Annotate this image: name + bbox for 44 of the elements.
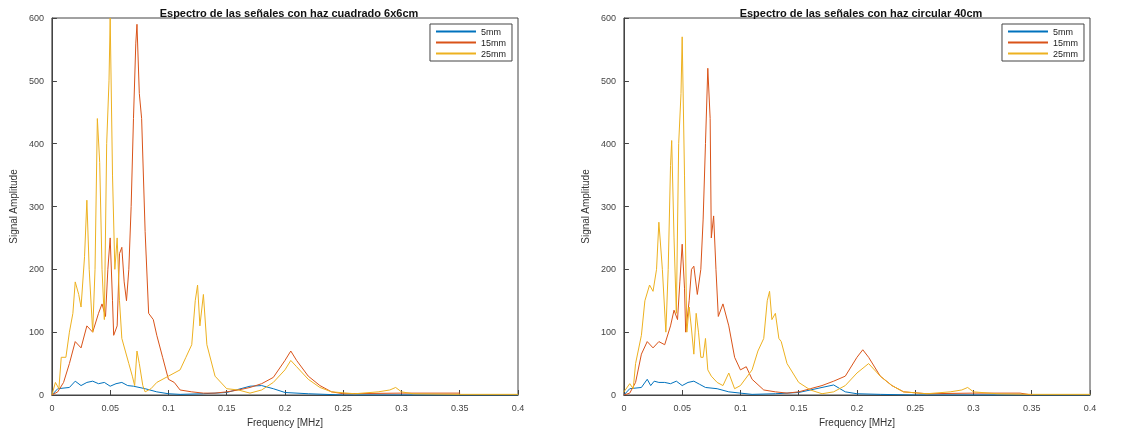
x-tick-label: 0.05 — [101, 402, 119, 413]
y-tick-label: 500 — [600, 75, 616, 86]
y-axis-title: Signal Amplitude — [579, 168, 591, 244]
x-tick-label: 0.1 — [162, 402, 175, 413]
legend-label: 25mm — [481, 48, 507, 59]
legend-label: 15mm — [481, 37, 507, 48]
x-tick-label: 0.3 — [395, 402, 408, 413]
x-tick-label: 0.1 — [734, 402, 747, 413]
x-tick-label: 0 — [621, 402, 627, 413]
legend-label: 25mm — [1053, 48, 1079, 59]
y-tick-label: 400 — [600, 138, 616, 149]
x-tick-label: 0.3 — [967, 402, 980, 413]
y-tick-label: 600 — [28, 13, 44, 23]
y-tick-label: 300 — [600, 201, 616, 212]
y-tick-label: 100 — [600, 327, 616, 338]
legend-label: 5mm — [1053, 26, 1073, 37]
legend-label: 15mm — [1053, 37, 1079, 48]
y-tick-label: 200 — [600, 264, 616, 275]
y-tick-label: 500 — [28, 75, 44, 86]
y-tick-label: 200 — [28, 264, 44, 275]
x-tick-label: 0.4 — [511, 402, 525, 413]
y-tick-label: 300 — [28, 201, 44, 212]
x-tick-label: 0.15 — [789, 402, 808, 413]
x-tick-label: 0.25 — [334, 402, 352, 413]
y-tick-label: 0 — [38, 390, 44, 400]
y-tick-label: 600 — [600, 13, 616, 23]
x-axis-title: Frequency [MHz] — [818, 416, 896, 428]
x-tick-label: 0.15 — [217, 402, 236, 413]
y-axis-title: Signal Amplitude — [7, 168, 19, 244]
x-tick-label: 0 — [49, 402, 55, 413]
chart-title: Espectro de las señales con haz cuadrado 6x6cm — [159, 6, 419, 19]
x-tick-label: 0.35 — [450, 402, 469, 413]
x-axis-title: Frequency [MHz] — [246, 416, 324, 428]
y-tick-label: 100 — [28, 327, 44, 338]
y-tick-label: 0 — [610, 390, 616, 400]
x-tick-label: 0.05 — [673, 402, 691, 413]
x-tick-label: 0.4 — [1083, 402, 1097, 413]
x-tick-label: 0.2 — [850, 402, 864, 413]
y-tick-label: 400 — [28, 138, 44, 149]
x-tick-label: 0.35 — [1022, 402, 1041, 413]
x-tick-label: 0.25 — [906, 402, 924, 413]
legend-label: 5mm — [481, 26, 501, 37]
chart-title: Espectro de las señales con haz circular 40cm — [739, 6, 983, 19]
x-tick-label: 0.2 — [278, 402, 292, 413]
